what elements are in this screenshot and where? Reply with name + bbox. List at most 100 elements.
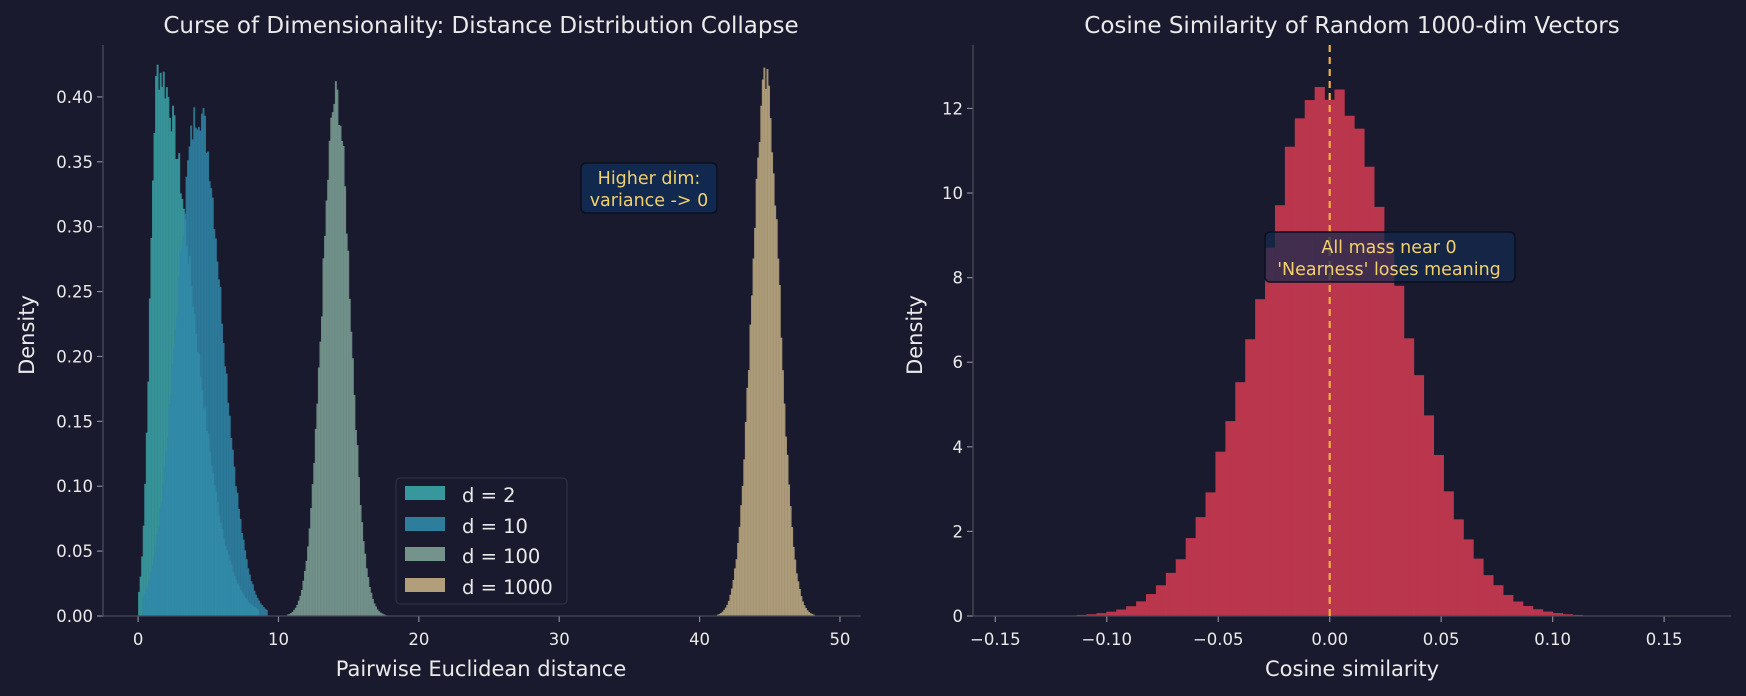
legend-label-d100: d = 100: [462, 545, 540, 568]
bar: [311, 484, 314, 616]
bar: [777, 258, 780, 616]
bar: [347, 250, 350, 617]
bar: [717, 614, 720, 616]
bar: [368, 586, 371, 616]
bar: [241, 533, 244, 616]
bar: [721, 611, 724, 616]
bar: [738, 526, 741, 616]
bar: [193, 107, 196, 617]
bar: [1463, 539, 1474, 616]
bar: [1126, 606, 1137, 616]
bar: [143, 593, 146, 616]
bar: [351, 358, 354, 616]
bar: [182, 236, 185, 616]
bar: [325, 200, 328, 617]
bar: [155, 75, 158, 616]
bar: [210, 188, 213, 616]
bar: [1205, 492, 1216, 616]
bar: [741, 485, 744, 616]
bar: [168, 117, 171, 616]
bar: [341, 140, 344, 616]
bar: [755, 178, 758, 617]
bar: [308, 528, 311, 616]
bar: [168, 404, 171, 616]
bar: [1255, 299, 1266, 616]
bar: [749, 324, 752, 616]
y-tick-label: 0.05: [56, 542, 93, 561]
bar: [222, 343, 225, 616]
bar: [1294, 118, 1306, 617]
bar: [801, 601, 804, 616]
bar: [142, 596, 145, 616]
series-d1000: [717, 67, 815, 617]
bar: [290, 613, 293, 616]
bar: [231, 449, 234, 616]
right-x-axis-ticks: −0.15 −0.10 −0.05 0.00 0.05 0.10 0.15: [970, 616, 1682, 649]
bar: [165, 450, 168, 616]
bar: [248, 574, 251, 616]
bar: [200, 113, 203, 617]
bar: [151, 565, 154, 616]
bar: [348, 298, 351, 616]
x-tick-label: −0.05: [1193, 630, 1244, 649]
right-chart-panel: Cosine Similarity of Random 1000-dim Vec…: [903, 13, 1731, 681]
bar: [156, 64, 159, 617]
bar: [1284, 146, 1296, 616]
bar: [208, 181, 211, 616]
bar: [1195, 517, 1206, 616]
bar: [373, 603, 376, 616]
bar: [161, 86, 164, 617]
bar: [809, 613, 812, 616]
bar: [1106, 611, 1117, 616]
bar: [1384, 241, 1395, 616]
bar: [322, 258, 325, 616]
bar: [264, 608, 267, 616]
bar: [300, 589, 303, 616]
bar: [780, 337, 783, 616]
y-tick-label: 6: [953, 353, 964, 372]
bar: [1493, 585, 1504, 616]
bar: [225, 373, 228, 616]
right-annotation-line2: 'Nearness' loses meaning: [1277, 260, 1501, 280]
bar: [789, 506, 792, 616]
left-y-axis-ticks: 0.00 0.05 0.10 0.15 0.20 0.25 0.30 0.35 0.40: [56, 88, 103, 626]
x-tick-label: 20: [408, 630, 429, 649]
x-tick-label: 0.00: [1311, 630, 1348, 649]
x-tick-label: −0.10: [1081, 630, 1132, 649]
bar: [1552, 613, 1563, 616]
left-annotation-line1: Higher dim:: [598, 169, 701, 189]
bar: [370, 592, 373, 616]
bar: [244, 550, 247, 616]
bar: [757, 157, 760, 616]
bar: [148, 578, 151, 616]
bar: [287, 614, 289, 616]
bar: [358, 477, 360, 616]
bar: [255, 594, 257, 616]
bar: [729, 594, 732, 616]
bar: [774, 205, 777, 616]
bar: [1274, 205, 1286, 616]
bar: [1225, 421, 1236, 616]
bar: [151, 180, 154, 616]
bar: [179, 251, 182, 616]
bar: [1334, 89, 1345, 617]
right-y-axis-label: Density: [903, 295, 927, 375]
bar: [167, 97, 170, 616]
bar: [772, 173, 775, 617]
bar: [764, 88, 767, 616]
bar: [320, 316, 323, 616]
bar: [1403, 338, 1415, 616]
bar: [216, 261, 219, 616]
bar: [194, 127, 197, 616]
bar: [259, 603, 262, 616]
bar: [365, 568, 368, 616]
bar: [185, 176, 188, 616]
bar: [313, 462, 316, 616]
bar: [159, 72, 162, 617]
bar: [147, 381, 150, 616]
bar: [1185, 538, 1196, 616]
bar: [228, 415, 231, 616]
right-annotation: All mass near 0 'Nearness' loses meaning: [1264, 231, 1516, 283]
bar: [792, 546, 795, 616]
legend-label-d10: d = 10: [462, 515, 528, 538]
